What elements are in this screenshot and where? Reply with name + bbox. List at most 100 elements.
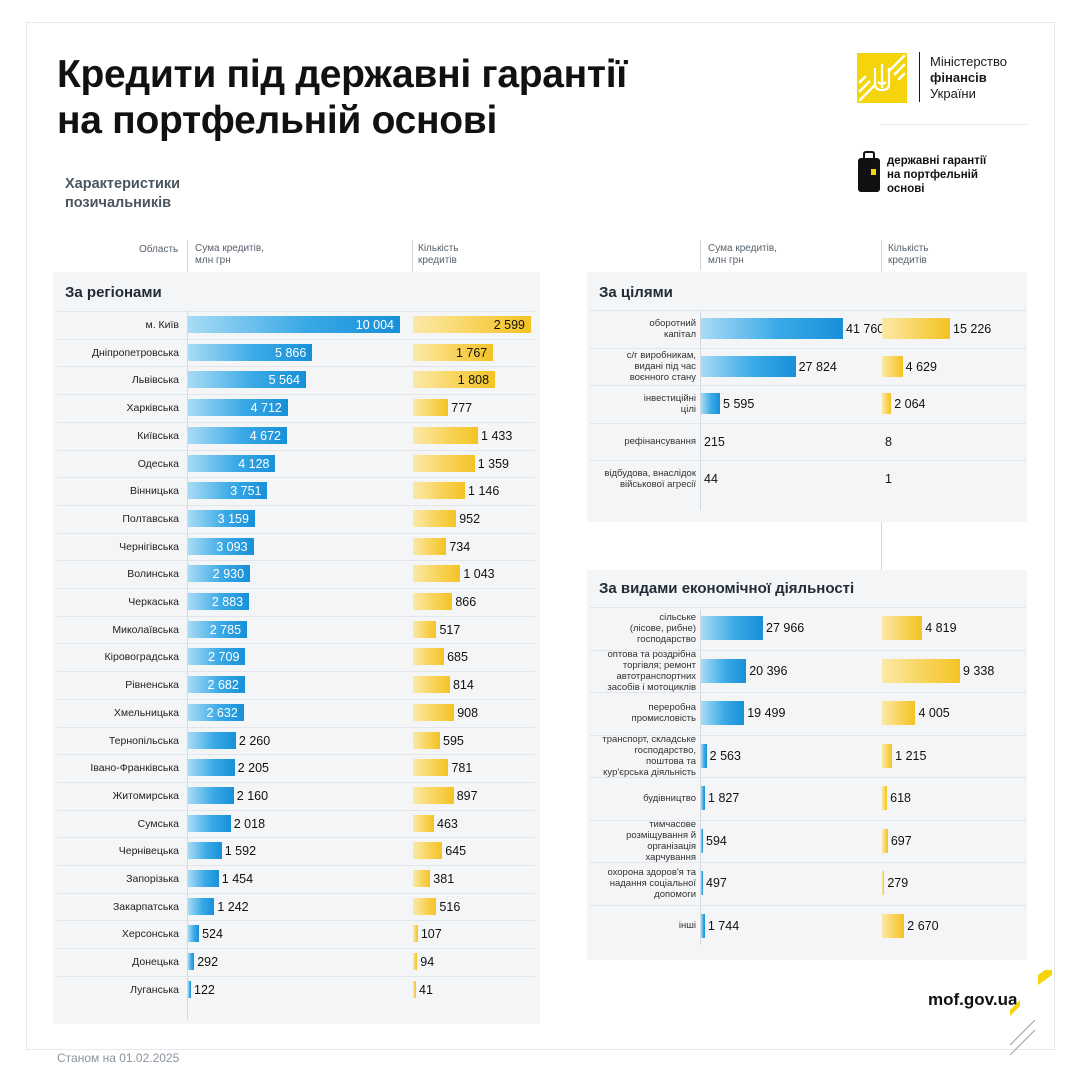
count-value: 279	[887, 876, 909, 890]
region-label: Харківська	[126, 402, 179, 415]
activities-panel: За видами економічної діяльності	[587, 570, 1027, 960]
count-bar	[882, 786, 888, 810]
region-label: Херсонська	[121, 928, 179, 941]
purpose-label-line: військової агресії	[619, 478, 696, 490]
sum-value: 292	[197, 955, 219, 970]
sum-value: 4 128	[238, 456, 270, 471]
sum-value: 497	[706, 876, 727, 890]
table-row	[57, 754, 535, 782]
table-row	[590, 607, 1026, 635]
region-label: Львівська	[131, 374, 179, 387]
sum-value: 27 824	[798, 359, 837, 374]
activity-label-line: промисловість	[631, 713, 696, 725]
table-row	[57, 865, 535, 893]
sum-bar	[701, 616, 763, 640]
table-row	[57, 338, 535, 367]
count-value: 734	[449, 539, 471, 554]
sum-bar	[188, 593, 250, 610]
activity-label-line: надання соціальної	[609, 877, 696, 889]
region-label: Одеська	[137, 457, 179, 470]
region-label: Запорізька	[126, 873, 179, 885]
sum-bar	[188, 676, 245, 694]
activity-label: транспорт, складське господарство, поштова…	[592, 734, 696, 778]
region-label: Житомирська	[112, 789, 179, 802]
website-link[interactable]: mof.gov.ua	[928, 990, 1018, 1009]
count-value: 897	[456, 788, 478, 803]
count-value: 685	[447, 650, 468, 665]
sum-bar	[188, 509, 255, 527]
table-row	[57, 477, 535, 505]
activity-label: інші	[592, 920, 696, 931]
count-bar	[882, 828, 888, 853]
count-bar	[882, 871, 885, 895]
region-label: м. Київ	[145, 319, 179, 331]
activities-panel-title: За видами економічної діяльності	[599, 580, 855, 597]
count-bar	[413, 537, 447, 555]
sum-value: 2 682	[207, 678, 239, 693]
sum-bar	[701, 318, 843, 339]
activity-label-line: кур'єрська діяльність	[603, 766, 696, 778]
count-bar	[413, 703, 455, 721]
region-label: Закарпатська	[112, 900, 179, 913]
count-bar	[413, 953, 418, 971]
guide-line	[700, 240, 701, 270]
count-bar	[882, 658, 960, 683]
regions-panel: За регіонами	[53, 272, 540, 1024]
table-row	[57, 948, 535, 976]
region-label: Донецька	[132, 956, 179, 969]
table-row	[57, 532, 535, 561]
count-value: 777	[451, 401, 473, 416]
count-value: 94	[420, 955, 435, 970]
activity-label-line: автотранспортних	[616, 670, 696, 682]
table-row	[590, 862, 1026, 890]
sum-value: 3 159	[217, 511, 249, 526]
region-label: Полтавська	[122, 512, 179, 525]
purpose-label: відбудова, внаслідок військової агресії	[592, 468, 696, 490]
sum-value: 2 018	[233, 816, 266, 831]
table-row	[590, 819, 1026, 848]
table-row	[590, 385, 1026, 413]
sum-value: 2 260	[238, 733, 271, 748]
activity-label-line: засобів і мотоциклів	[607, 681, 696, 693]
count-value: 381	[433, 872, 455, 886]
table-row	[57, 671, 535, 699]
table-row	[57, 588, 535, 616]
sum-value: 1 454	[221, 872, 254, 886]
sum-bar	[188, 537, 254, 555]
table-row	[57, 504, 535, 533]
count-value: 2 670	[907, 918, 939, 933]
sum-value: 41 760	[846, 322, 885, 336]
region-label: Черкаська	[128, 596, 179, 608]
activity-label-line: транспорт, складське	[602, 733, 696, 745]
count-value: 107	[420, 927, 442, 942]
count-bar	[413, 786, 454, 804]
count-value: 4 819	[925, 621, 957, 635]
purpose-label: рефінансування	[592, 436, 696, 447]
ministry-name: Міністерство фінансів України	[930, 54, 1007, 101]
count-value: 1 146	[468, 484, 500, 499]
activity-label-line: організація	[647, 840, 696, 852]
table-row	[57, 809, 535, 838]
colhead-count-right: Кількість кредитів	[888, 243, 929, 266]
sum-value: 20 396	[749, 663, 788, 678]
sum-bar	[701, 355, 796, 377]
purpose-label-line: капітал	[664, 328, 696, 340]
activity-label-line: харчування	[645, 851, 696, 863]
header-divider	[880, 124, 1027, 125]
activity-label-line: тимчасове	[649, 818, 696, 830]
sum-value: 1 744	[707, 918, 740, 933]
count-value: 2 599	[493, 318, 525, 332]
sum-value: 1 827	[708, 791, 740, 805]
sum-value: 2 205	[237, 761, 269, 776]
table-row	[57, 615, 535, 644]
sum-bar	[188, 814, 231, 832]
sum-bar	[188, 648, 246, 666]
count-value: 697	[890, 833, 912, 848]
decorative-stripes-icon	[1009, 970, 1052, 1056]
sum-value: 524	[202, 927, 223, 942]
count-value: 908	[457, 705, 479, 720]
count-bar	[413, 620, 437, 638]
colhead-sum-left: Сума кредитів, млн грн	[195, 243, 264, 266]
activity-label-line: господарство,	[634, 744, 696, 756]
sum-bar	[188, 371, 306, 389]
